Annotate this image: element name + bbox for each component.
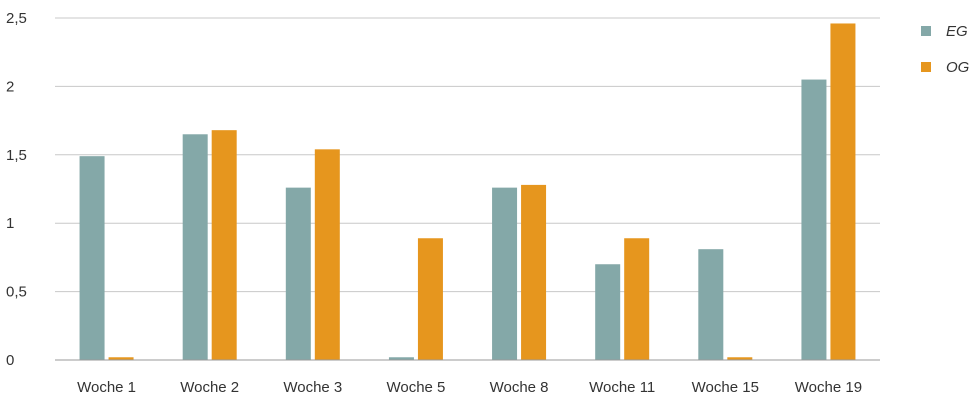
- bar-og: [521, 184, 547, 360]
- bar-eg: [801, 79, 827, 360]
- bar-eg: [698, 249, 724, 360]
- x-category-label: Woche 11: [589, 379, 655, 396]
- x-category-label: Woche 2: [180, 379, 239, 396]
- legend-label-og: OG: [946, 59, 970, 76]
- bar-og: [314, 149, 340, 360]
- bar-og: [727, 357, 753, 360]
- bar-eg: [595, 264, 621, 360]
- bar-eg: [492, 187, 518, 360]
- x-category-label: Woche 1: [77, 379, 136, 396]
- bar-eg: [388, 357, 414, 360]
- y-tick-label: 0,5: [6, 284, 27, 301]
- y-tick-label: 0: [6, 352, 14, 369]
- bar-og: [108, 357, 134, 360]
- x-category-label: Woche 15: [692, 379, 759, 396]
- bar-og: [417, 238, 443, 360]
- bar-og: [830, 23, 856, 361]
- y-tick-label: 2,5: [6, 10, 27, 27]
- legend-swatch-og: [921, 62, 931, 72]
- bar-eg: [79, 156, 105, 360]
- x-category-label: Woche 3: [283, 379, 342, 396]
- bar-og: [624, 238, 650, 360]
- y-tick-label: 1,5: [6, 147, 27, 164]
- grid-layer: [55, 17, 880, 293]
- y-tick-label: 2: [6, 78, 14, 95]
- x-category-label: Woche 8: [490, 379, 549, 396]
- legend: EG OG: [921, 23, 970, 76]
- y-tick-label: 1: [6, 215, 14, 232]
- axis-layer: 0 0,5 1 1,5 2 2,5 Woche 1 Woche 2 Woche 3 Woche 5…: [6, 10, 880, 396]
- bar-og: [211, 130, 237, 360]
- legend-label-eg: EG: [946, 23, 968, 40]
- bars-layer: [79, 23, 856, 361]
- legend-swatch-eg: [921, 26, 931, 36]
- bar-eg: [182, 134, 208, 360]
- x-category-label: Woche 19: [795, 379, 862, 396]
- bar-eg: [285, 187, 311, 360]
- x-category-label: Woche 5: [386, 379, 445, 396]
